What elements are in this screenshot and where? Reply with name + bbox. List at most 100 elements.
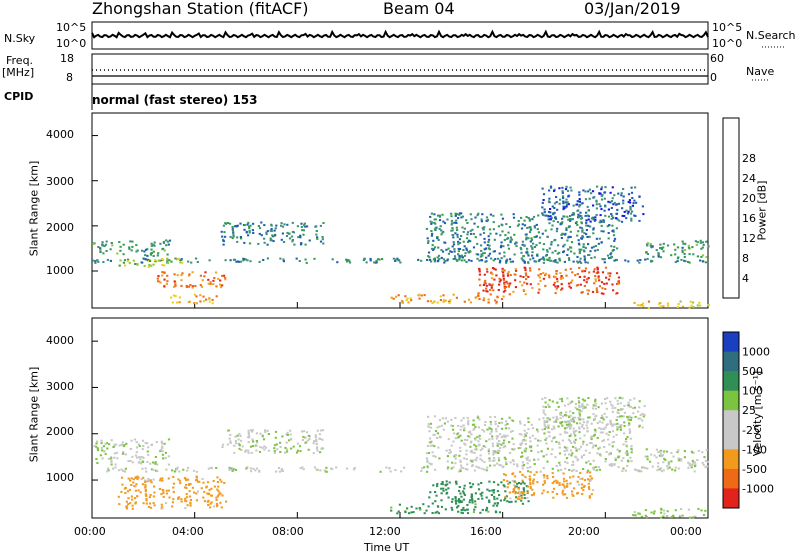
velocity-cell bbox=[466, 416, 469, 419]
velocity-cell bbox=[496, 502, 499, 505]
velocity-cell bbox=[142, 445, 145, 447]
velocity-cell bbox=[217, 494, 220, 497]
power-cell bbox=[165, 239, 168, 242]
power-cell bbox=[163, 285, 166, 288]
velocity-cell bbox=[569, 410, 572, 413]
power-cell bbox=[119, 259, 122, 262]
power-cell bbox=[492, 228, 495, 231]
power-cell bbox=[612, 230, 615, 233]
velocity-cell bbox=[547, 426, 550, 429]
velocity-cell bbox=[504, 427, 508, 430]
velocity-cell bbox=[172, 498, 175, 501]
power-cell bbox=[688, 306, 691, 309]
power-cell bbox=[606, 225, 609, 228]
velocity-cell bbox=[288, 439, 291, 442]
velocity-cell bbox=[148, 502, 152, 505]
velocity-cell bbox=[479, 511, 482, 514]
velocity-cell bbox=[678, 515, 682, 518]
velocity-cell bbox=[131, 504, 134, 507]
velocity-cell bbox=[279, 451, 282, 453]
power-cell bbox=[531, 246, 534, 249]
velocity-cell bbox=[644, 455, 647, 458]
velocity-cell bbox=[145, 470, 148, 473]
power-cell bbox=[548, 276, 551, 279]
power-cell bbox=[576, 234, 579, 237]
power-cell bbox=[557, 244, 560, 247]
power-cell bbox=[609, 272, 612, 275]
velocity-cell bbox=[459, 470, 462, 472]
power-cell bbox=[146, 254, 149, 257]
power-cell bbox=[275, 224, 278, 227]
velocity-cell bbox=[285, 448, 288, 451]
power-cell bbox=[162, 240, 165, 243]
velocity-cell bbox=[626, 415, 629, 418]
velocity-cell bbox=[546, 460, 549, 463]
power-cell bbox=[535, 223, 538, 226]
power-cell bbox=[629, 205, 632, 208]
power-cell bbox=[503, 285, 506, 288]
power-cell bbox=[149, 253, 153, 256]
velocity-cell bbox=[568, 420, 571, 423]
power-cell bbox=[224, 278, 227, 281]
power-cell bbox=[269, 239, 272, 242]
power-cell bbox=[270, 230, 273, 233]
power-cell bbox=[156, 277, 159, 280]
velocity-cell bbox=[159, 477, 162, 480]
power-cell bbox=[503, 287, 506, 289]
power-cell bbox=[688, 261, 691, 264]
velocity-cell bbox=[633, 397, 636, 400]
velocity-cell bbox=[452, 440, 455, 443]
power-cell bbox=[566, 248, 570, 251]
power-cell bbox=[527, 237, 530, 240]
power-cell bbox=[450, 229, 453, 232]
velocity-cell bbox=[456, 506, 459, 509]
power-cell bbox=[514, 286, 517, 289]
velocity-cell bbox=[235, 442, 238, 445]
power-cell bbox=[191, 285, 194, 288]
power-cell bbox=[576, 255, 579, 258]
power-cell bbox=[392, 297, 395, 300]
power-cell bbox=[426, 300, 429, 303]
power-cell bbox=[451, 229, 454, 232]
velocity-cell bbox=[587, 397, 590, 399]
power-cell bbox=[529, 269, 532, 272]
power-cell bbox=[582, 246, 585, 248]
velocity-cell bbox=[656, 469, 659, 472]
velocity-cell bbox=[458, 501, 461, 504]
power-cell bbox=[202, 295, 205, 298]
power-cell bbox=[476, 257, 479, 260]
velocity-cell bbox=[481, 497, 484, 500]
power-cell bbox=[523, 219, 526, 222]
velocity-cell bbox=[459, 492, 462, 495]
velocity-cell bbox=[120, 468, 123, 471]
velocity-cell bbox=[162, 495, 165, 498]
velocity-cell bbox=[555, 440, 558, 443]
power-cell bbox=[469, 213, 472, 216]
velocity-cell bbox=[594, 400, 597, 403]
power-cell bbox=[282, 258, 285, 261]
power-cell bbox=[489, 213, 492, 216]
power-cell bbox=[166, 240, 170, 243]
power-cell bbox=[304, 243, 307, 246]
velocity-cell bbox=[468, 436, 471, 439]
power-cell bbox=[199, 300, 202, 303]
power-cell bbox=[583, 279, 586, 282]
velocity-cell bbox=[110, 456, 113, 459]
velocity-cell bbox=[596, 436, 599, 439]
velocity-cell bbox=[220, 506, 223, 509]
power-cell bbox=[242, 259, 245, 262]
power-cell bbox=[245, 230, 248, 233]
velocity-cell bbox=[688, 462, 691, 465]
velocity-cell bbox=[602, 418, 605, 421]
power-cell bbox=[509, 236, 512, 239]
velocity-cell bbox=[459, 434, 462, 437]
power-cell bbox=[286, 223, 289, 226]
power-cell bbox=[578, 252, 581, 255]
velocity-cell bbox=[452, 466, 455, 469]
velocity-cell bbox=[273, 451, 276, 454]
power-cell bbox=[662, 250, 665, 253]
power-cell bbox=[503, 238, 506, 241]
velocity-cell bbox=[692, 461, 695, 464]
power-cell bbox=[300, 225, 303, 228]
velocity-cell bbox=[474, 448, 477, 451]
